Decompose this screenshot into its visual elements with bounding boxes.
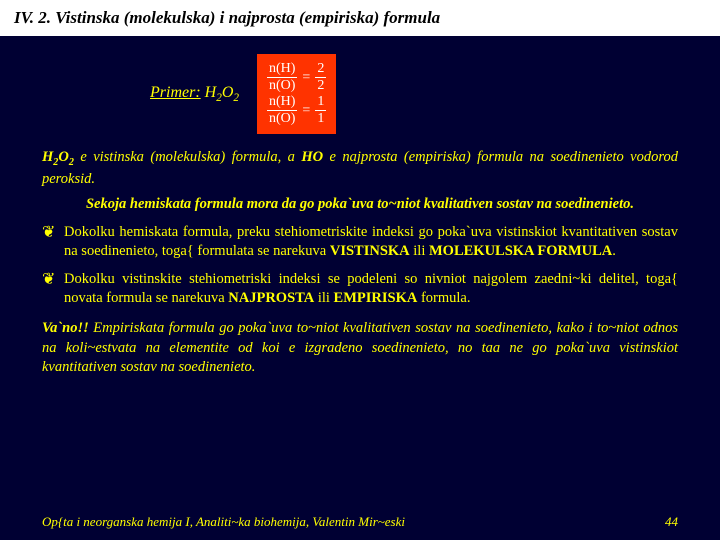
paragraph-center: Sekoja hemiskata formula mora da go poka… [42,195,678,215]
bullet-2-text: Dokolku vistinskite stehiometriski indek… [64,270,678,309]
fraction-row-1: n(H)n(O) = 22 [267,62,326,93]
bullet-icon: ❦ [42,223,64,262]
footer: Op{ta i neorganska hemija I, Analiti~ka … [0,514,720,530]
bullet-icon: ❦ [42,270,64,309]
page-number: 44 [665,514,678,530]
important-note: Va`no!! Empiriskata formula go poka`uva … [42,319,678,378]
paragraph-1: H2O2 e vistinska (molekulska) formula, a… [42,148,678,189]
bullet-1: ❦ Dokolku hemiskata formula, preku stehi… [42,223,678,262]
primer-row: Primer: H2O2 n(H)n(O) = 22 n(H)n(O) = 11 [150,54,720,134]
fraction-row-2: n(H)n(O) = 11 [267,95,326,126]
slide-title: IV. 2. Vistinska (molekulska) i najprost… [0,0,720,36]
bullet-1-text: Dokolku hemiskata formula, preku stehiom… [64,223,678,262]
primer-label: Primer: H2O2 [150,84,239,104]
footer-left: Op{ta i neorganska hemija I, Analiti~ka … [42,514,405,530]
bullet-2: ❦ Dokolku vistinskite stehiometriski ind… [42,270,678,309]
fraction-box: n(H)n(O) = 22 n(H)n(O) = 11 [257,54,336,134]
content-area: H2O2 e vistinska (molekulska) formula, a… [0,134,720,378]
